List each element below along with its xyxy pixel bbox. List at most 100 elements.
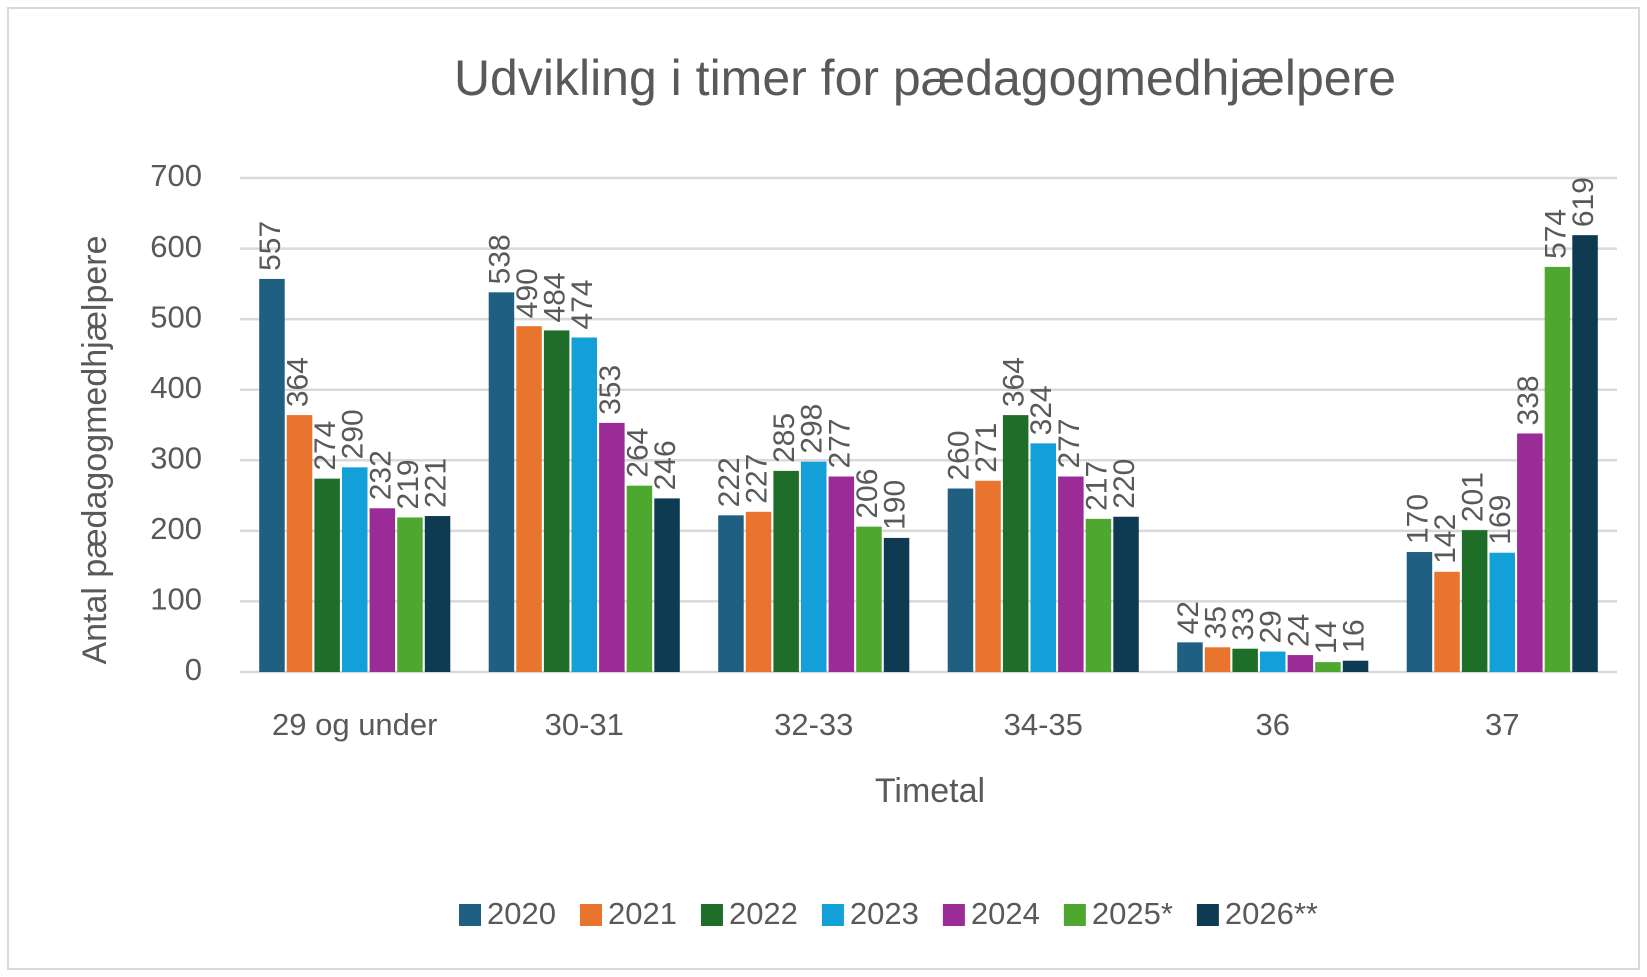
legend-swatch bbox=[942, 904, 965, 926]
bar bbox=[571, 337, 597, 672]
chart-title: Udvikling i timer for pædagogmedhjælpere bbox=[454, 50, 1396, 106]
legend-swatch bbox=[459, 904, 482, 926]
bar bbox=[1058, 476, 1084, 672]
data-label: 246 bbox=[649, 440, 682, 490]
bar bbox=[1260, 651, 1286, 672]
data-label: 285 bbox=[768, 413, 801, 463]
data-label: 277 bbox=[823, 418, 856, 468]
bar bbox=[1406, 552, 1433, 672]
x-tick-label: 34-35 bbox=[1004, 707, 1083, 742]
bar bbox=[543, 330, 570, 672]
data-label: 484 bbox=[539, 272, 572, 322]
legend-label: 2021 bbox=[608, 896, 677, 931]
data-label: 35 bbox=[1199, 606, 1232, 639]
data-label: 206 bbox=[851, 469, 884, 519]
data-label: 24 bbox=[1282, 614, 1315, 647]
data-label: 33 bbox=[1227, 607, 1260, 640]
legend-label: 2023 bbox=[850, 896, 919, 931]
legend-swatch bbox=[1063, 904, 1086, 926]
y-tick-label: 0 bbox=[185, 652, 202, 687]
bar bbox=[1434, 571, 1460, 672]
bar bbox=[718, 515, 744, 672]
legend-swatch bbox=[700, 904, 723, 926]
data-label: 574 bbox=[1539, 209, 1572, 259]
y-tick-label: 300 bbox=[150, 440, 202, 475]
data-label: 169 bbox=[1484, 495, 1517, 545]
bar bbox=[856, 526, 882, 672]
bar bbox=[1489, 552, 1515, 672]
bar bbox=[1030, 443, 1056, 672]
bar bbox=[286, 415, 313, 672]
data-label: 338 bbox=[1512, 375, 1545, 425]
data-label: 364 bbox=[281, 357, 314, 407]
data-label: 142 bbox=[1429, 514, 1462, 564]
data-label: 264 bbox=[621, 428, 654, 478]
bar bbox=[947, 488, 974, 672]
bar bbox=[599, 422, 625, 672]
data-label: 274 bbox=[309, 421, 342, 471]
data-label: 619 bbox=[1567, 177, 1600, 227]
data-label: 474 bbox=[566, 279, 599, 329]
bar bbox=[1544, 266, 1571, 672]
bar bbox=[342, 467, 368, 672]
bar bbox=[801, 461, 827, 672]
bar bbox=[1204, 647, 1231, 672]
bar bbox=[1113, 516, 1139, 672]
x-tick-label: 36 bbox=[1256, 707, 1290, 742]
bar bbox=[1517, 433, 1543, 672]
data-label: 170 bbox=[1401, 494, 1434, 544]
data-label: 29 bbox=[1255, 610, 1288, 643]
data-label: 227 bbox=[740, 454, 773, 504]
data-label: 222 bbox=[713, 457, 746, 507]
legend-label: 2026** bbox=[1225, 896, 1318, 931]
data-label: 260 bbox=[942, 430, 975, 480]
bar bbox=[1002, 415, 1029, 672]
data-label: 190 bbox=[878, 480, 911, 530]
data-label: 538 bbox=[483, 234, 516, 284]
y-tick-label: 400 bbox=[150, 370, 202, 405]
bar bbox=[626, 485, 653, 672]
data-label: 364 bbox=[998, 357, 1031, 407]
x-axis-title: Timetal bbox=[875, 772, 985, 810]
bar bbox=[397, 517, 423, 672]
data-label: 221 bbox=[419, 458, 452, 508]
y-tick-label: 700 bbox=[150, 158, 202, 193]
bar bbox=[773, 470, 799, 672]
bar bbox=[654, 498, 680, 672]
legend-label: 2022 bbox=[729, 896, 798, 931]
bar bbox=[369, 508, 396, 672]
data-label: 324 bbox=[1025, 385, 1058, 435]
legend-swatch bbox=[1196, 904, 1219, 926]
data-label: 298 bbox=[796, 404, 829, 454]
bar bbox=[1342, 660, 1369, 672]
data-label: 557 bbox=[254, 221, 287, 271]
data-label: 201 bbox=[1457, 472, 1490, 522]
data-label: 42 bbox=[1172, 601, 1205, 634]
data-label: 277 bbox=[1053, 418, 1086, 468]
data-label: 353 bbox=[594, 365, 627, 415]
bar bbox=[1315, 662, 1341, 672]
y-tick-label: 200 bbox=[150, 511, 202, 546]
y-tick-label: 100 bbox=[150, 582, 202, 617]
bar bbox=[1572, 235, 1598, 673]
bar bbox=[975, 480, 1001, 672]
x-tick-label: 37 bbox=[1485, 707, 1519, 742]
data-label: 490 bbox=[511, 268, 544, 318]
legend-swatch bbox=[821, 904, 844, 926]
y-tick-label: 600 bbox=[150, 229, 202, 264]
bar bbox=[745, 511, 772, 672]
bar bbox=[828, 476, 855, 672]
bar bbox=[883, 537, 910, 672]
legend-label: 2025* bbox=[1092, 896, 1173, 931]
data-label: 219 bbox=[392, 459, 425, 509]
data-label: 16 bbox=[1337, 619, 1370, 652]
x-tick-label: 32-33 bbox=[774, 707, 853, 742]
data-label: 14 bbox=[1310, 621, 1343, 654]
x-tick-label: 29 og under bbox=[272, 707, 437, 742]
legend-swatch bbox=[579, 904, 602, 926]
data-label: 232 bbox=[364, 450, 397, 500]
bar bbox=[1461, 530, 1488, 672]
data-label: 271 bbox=[970, 423, 1003, 473]
data-label: 217 bbox=[1080, 461, 1113, 511]
